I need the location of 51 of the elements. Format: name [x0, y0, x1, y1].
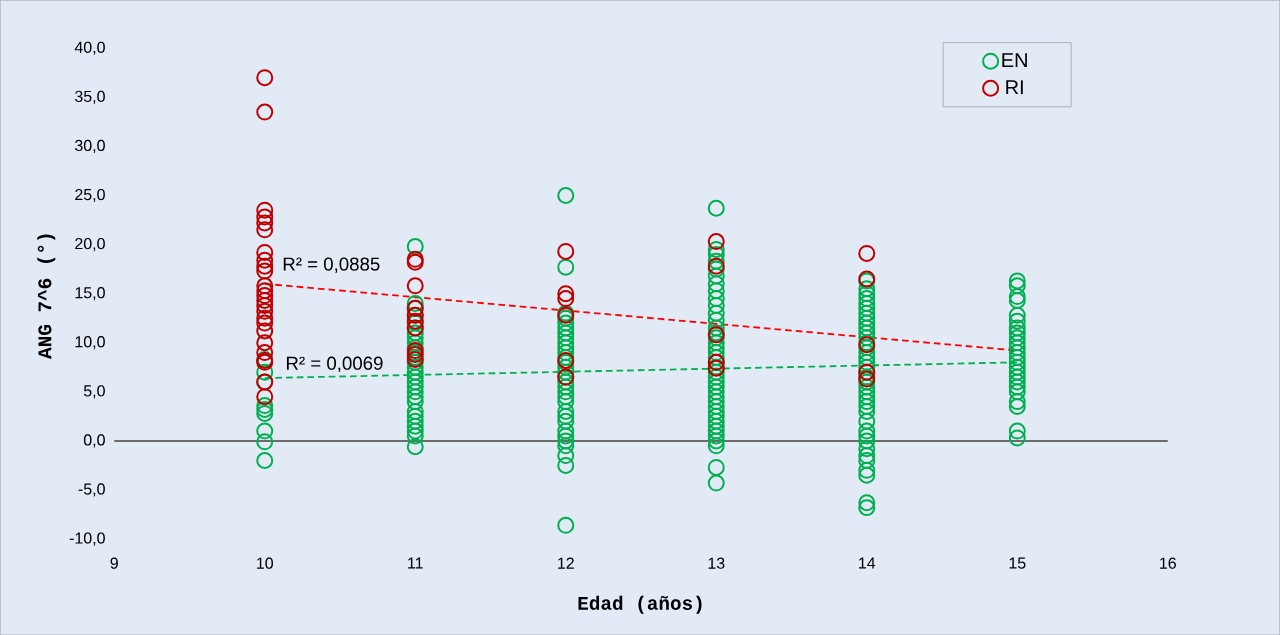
- point: [256, 103, 274, 121]
- y-tick-label: 15,0: [75, 286, 105, 301]
- x-tick-label: 9: [110, 557, 118, 569]
- y-tick-label: 20,0: [75, 237, 105, 252]
- point: [256, 343, 274, 361]
- x-tick-label: 10: [257, 557, 274, 569]
- point: [256, 251, 274, 269]
- point: [557, 289, 575, 307]
- x-tick-label: 11: [408, 557, 423, 569]
- point: [256, 291, 274, 309]
- point: [858, 244, 876, 262]
- point: [557, 242, 575, 260]
- point: [256, 69, 274, 87]
- y-tick-label: -5,0: [78, 483, 105, 497]
- y-tick-label: 5,0: [83, 385, 105, 399]
- y-tick-label: 35,0: [75, 90, 105, 104]
- point: [256, 243, 274, 261]
- point: [256, 201, 274, 219]
- x-tick-label: 14: [859, 557, 876, 569]
- annotation: R² = 0,0885: [283, 257, 380, 273]
- point: [256, 286, 274, 304]
- legend-label: RI: [1006, 80, 1023, 94]
- point: [256, 262, 274, 280]
- point: [256, 296, 274, 314]
- y-tick-label: 25,0: [75, 188, 105, 202]
- point: [256, 314, 274, 332]
- y-tick-label: 30,0: [75, 139, 105, 153]
- point: [557, 285, 575, 303]
- y-tick-label: -10,0: [69, 532, 105, 546]
- x-tick-label: 13: [708, 557, 725, 569]
- x-tick-label: 16: [1160, 557, 1176, 569]
- y-tick-label: 0,0: [83, 434, 105, 448]
- point: [256, 322, 274, 340]
- point: [256, 282, 274, 300]
- point: [256, 214, 274, 232]
- point: [256, 334, 274, 352]
- point: [406, 277, 424, 295]
- x-tick-label: 15: [1009, 557, 1026, 569]
- annotation: R² = 0,0069: [286, 356, 383, 372]
- point: [256, 277, 274, 295]
- y-tick-label: 10,0: [75, 335, 105, 350]
- point: [256, 309, 274, 327]
- y-axis-title: ANG 7^6 (°): [37, 234, 56, 359]
- point: [256, 302, 274, 320]
- x-axis-title: Edad (años): [578, 595, 702, 614]
- x-tick-label: 12: [558, 557, 574, 569]
- point: [256, 221, 274, 239]
- point: [256, 208, 274, 226]
- point: [256, 257, 274, 275]
- legend-label: EN: [1002, 53, 1027, 67]
- y-tick-label: 40,0: [74, 41, 105, 55]
